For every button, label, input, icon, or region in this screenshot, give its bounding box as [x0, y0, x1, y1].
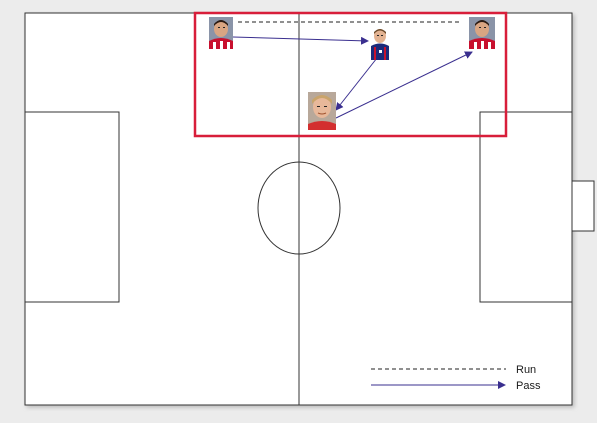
right-goal [571, 180, 595, 232]
highlight-zone [193, 11, 508, 138]
pass-arrow-2 [335, 57, 378, 111]
player-bottom-portrait [308, 92, 336, 130]
legend: Run Pass [371, 364, 541, 392]
legend-pass-label: Pass [516, 380, 541, 392]
pass-arrow-3 [335, 51, 473, 119]
pass-arrow-1 [232, 36, 369, 45]
left-penalty-area [24, 111, 120, 303]
legend-run-label: Run [516, 364, 536, 376]
center-circle [257, 161, 341, 255]
player-top-right-portrait [469, 17, 495, 49]
player-top-left-portrait [209, 17, 233, 49]
player-center-portrait [369, 26, 391, 60]
